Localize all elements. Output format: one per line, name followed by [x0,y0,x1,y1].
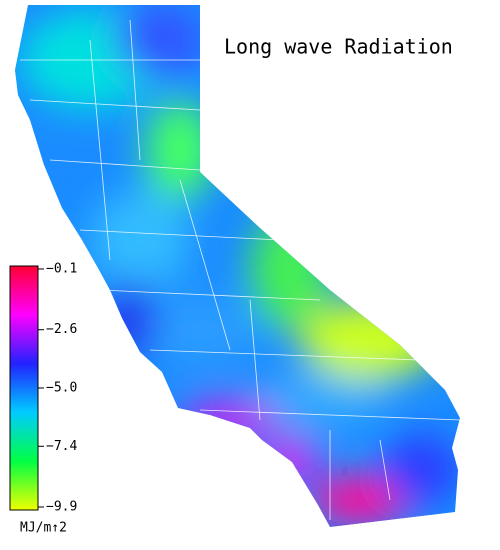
map-title: Long wave Radiation [224,35,453,59]
colorbar-tick-label: −0.1 [46,262,77,277]
colorbar-tick-label: −9.9 [46,500,77,515]
colorbar-unit: MJ/m↑2 [20,521,67,536]
colorbar-tick-label: −2.6 [46,322,77,337]
colorbar [9,265,39,511]
colorbar-tick-label: −5.0 [46,381,77,396]
colorbar-tick-label: −7.4 [46,439,77,454]
